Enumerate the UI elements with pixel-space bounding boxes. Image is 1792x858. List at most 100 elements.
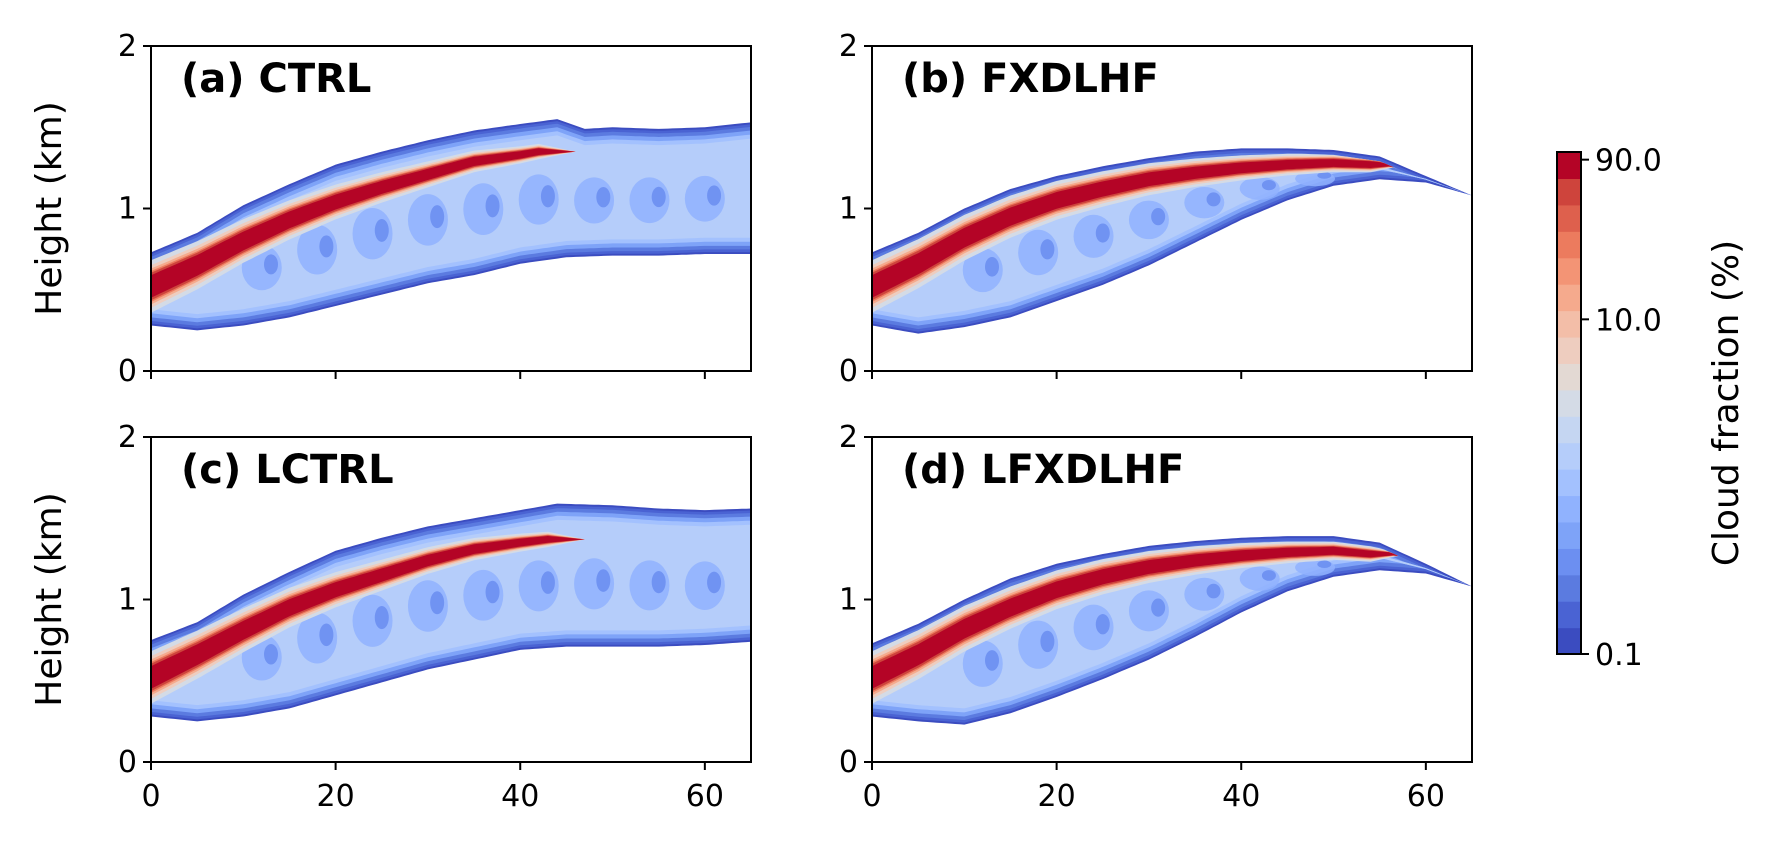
interior-patch-core: [1261, 180, 1276, 191]
core-level-6: [872, 159, 1408, 298]
colorbar-level: [1557, 310, 1581, 338]
colorbar: 90.0 10.0 0.1 Cloud fraction (%): [1556, 144, 1747, 673]
x-tick-label: 60: [1407, 779, 1445, 814]
interior-patch-core: [1317, 171, 1332, 179]
interior-patch-core: [319, 235, 334, 258]
y-tick-label: 1: [118, 583, 137, 618]
interior-patch-core: [1151, 598, 1166, 617]
y-tick-label: 1: [839, 192, 858, 227]
y-axis-label: Height (km): [29, 492, 70, 706]
y-tick-label: 1: [118, 192, 137, 227]
interior-patch-core: [1206, 583, 1221, 599]
interior-patches: [962, 559, 1336, 687]
panel-1: 0 1 2 (a) CTRL Height (km): [29, 29, 752, 389]
colorbar-level: [1557, 416, 1581, 444]
interior-patch-core: [1206, 192, 1221, 207]
panel-title: (b) FXDLHF: [902, 56, 1159, 102]
colorbar-level: [1557, 521, 1581, 549]
interior-patch-core: [1261, 570, 1276, 581]
interior-patch-core: [540, 571, 555, 594]
cloud-field: [151, 503, 751, 722]
colorbar-level: [1557, 574, 1581, 602]
colorbar-level: [1557, 257, 1581, 285]
panel-title: (a) CTRL: [181, 56, 371, 102]
interior-patch-core: [319, 623, 334, 647]
x-tick-label: 20: [1038, 779, 1076, 814]
colorbar-level: [1557, 336, 1581, 364]
y-tick-label: 0: [839, 354, 858, 389]
x-tick-label: 40: [1222, 779, 1260, 814]
interior-patch-core: [596, 569, 611, 592]
panel-title: (d) LFXDLHF: [902, 447, 1184, 493]
colorbar-label: Cloud fraction (%): [1706, 240, 1747, 566]
y-tick-label: 1: [839, 583, 858, 618]
y-axis-label: Height (km): [29, 101, 70, 315]
y-tick-label: 0: [839, 745, 858, 780]
interior-patch-core: [264, 644, 278, 665]
x-tick-label: 0: [862, 779, 881, 814]
colorbar-tick-label: 10.0: [1595, 303, 1662, 338]
colorbar-tick-label: 90.0: [1595, 144, 1662, 179]
interior-patch-core: [540, 185, 555, 208]
interior-patches: [962, 170, 1336, 293]
interior-patch-core: [264, 254, 278, 275]
interior-patches: [241, 558, 725, 681]
interior-patch-core: [651, 571, 666, 594]
core-level-6: [872, 546, 1408, 689]
interior-patch-core: [374, 605, 389, 630]
colorbar-level: [1557, 152, 1581, 180]
interior-patch-core: [651, 186, 666, 208]
panel-title: (c) LCTRL: [181, 447, 394, 493]
y-tick-label: 2: [839, 29, 858, 64]
colorbar-level: [1557, 204, 1581, 232]
interior-patches: [241, 174, 725, 291]
colorbar-level: [1557, 231, 1581, 259]
core-level-2: [151, 533, 585, 699]
interior-patch-core: [985, 257, 999, 277]
interior-patch-core: [485, 580, 500, 604]
interior-patch-core: [1040, 630, 1055, 653]
interior-patch-core: [707, 571, 722, 594]
colorbar-level: [1557, 548, 1581, 576]
x-tick-label: 40: [501, 779, 539, 814]
cloud-field: [151, 119, 751, 331]
interior-patch-core: [1151, 208, 1166, 226]
y-tick-label: 2: [839, 420, 858, 455]
interior-patch-core: [1095, 614, 1110, 635]
interior-patch-core: [1040, 239, 1055, 260]
x-tick-label: 60: [686, 779, 724, 814]
x-tick-label: 0: [141, 779, 160, 814]
colorbar-level: [1557, 178, 1581, 206]
colorbar-level: [1557, 469, 1581, 497]
colorbar-level: [1557, 389, 1581, 417]
interior-patch-core: [596, 186, 611, 208]
colorbar-tick-label: 0.1: [1595, 638, 1643, 673]
colorbar-level: [1557, 442, 1581, 470]
interior-patch-core: [430, 591, 445, 615]
y-tick-label: 0: [118, 354, 137, 389]
colorbar-level: [1557, 627, 1581, 655]
colorbar-level: [1557, 363, 1581, 391]
interior-patch-core: [1095, 223, 1110, 243]
y-tick-label: 0: [118, 745, 137, 780]
interior-patch-core: [985, 650, 999, 671]
interior-patch-core: [485, 194, 500, 218]
panel-2: 0 1 2 (b) FXDLHF: [839, 29, 1473, 389]
y-tick-label: 2: [118, 420, 137, 455]
interior-patch-core: [430, 205, 445, 229]
interior-patch-core: [707, 185, 722, 206]
interior-patch-core: [1317, 560, 1332, 568]
colorbar-level: [1557, 601, 1581, 629]
cloud-field: [872, 148, 1472, 334]
interior-patch-core: [374, 219, 389, 242]
colorbar-frame: [1556, 151, 1582, 655]
x-tick-label: 20: [317, 779, 355, 814]
colorbar-level: [1557, 284, 1581, 312]
cloud-field: [872, 536, 1472, 725]
colorbar-level: [1557, 495, 1581, 523]
y-tick-label: 2: [118, 29, 137, 64]
